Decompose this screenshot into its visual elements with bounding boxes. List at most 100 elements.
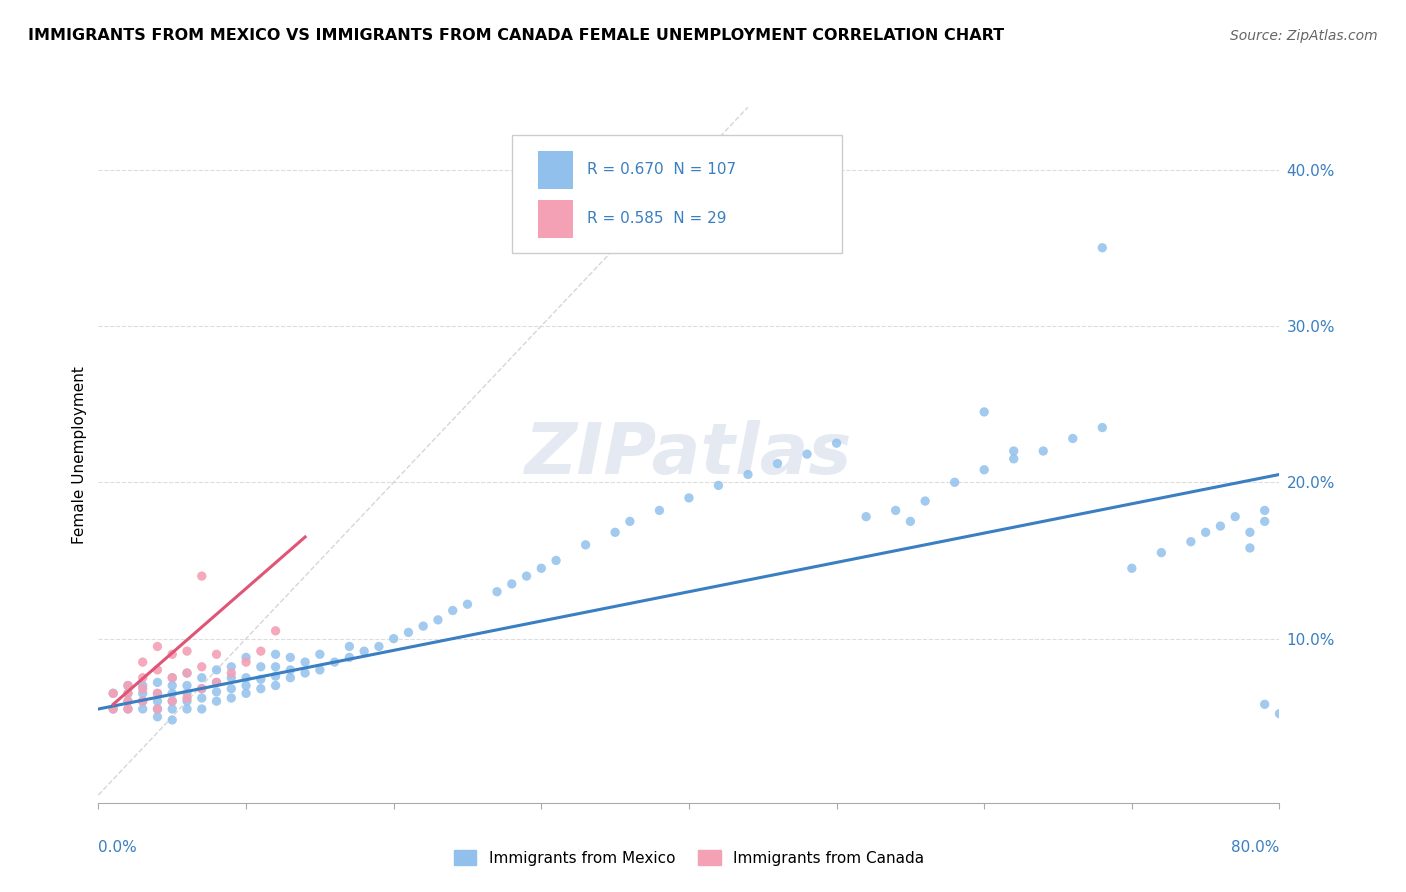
Point — [1254, 514, 1277, 528]
Point — [176, 702, 198, 716]
Point — [191, 702, 214, 716]
Point — [309, 647, 332, 661]
Text: 80.0%: 80.0% — [1232, 839, 1279, 855]
Point — [146, 663, 169, 677]
FancyBboxPatch shape — [512, 135, 842, 253]
Point — [146, 686, 169, 700]
Point — [1091, 420, 1114, 434]
Point — [280, 650, 302, 665]
Point — [132, 694, 155, 708]
Point — [221, 681, 243, 696]
Point — [162, 713, 183, 727]
Point — [1268, 706, 1291, 721]
Point — [162, 686, 183, 700]
Point — [264, 669, 287, 683]
Point — [309, 663, 332, 677]
Point — [427, 613, 450, 627]
Point — [973, 405, 995, 419]
Point — [176, 691, 198, 706]
Point — [250, 644, 273, 658]
Point — [546, 553, 568, 567]
Point — [1239, 525, 1261, 540]
Point — [162, 679, 183, 693]
Point — [294, 666, 316, 681]
Point — [1002, 451, 1025, 466]
Point — [205, 663, 228, 677]
Point — [280, 663, 302, 677]
Point — [264, 660, 287, 674]
Point — [221, 691, 243, 706]
Point — [176, 694, 198, 708]
Point — [1254, 503, 1277, 517]
Point — [914, 494, 936, 508]
Text: 0.0%: 0.0% — [98, 839, 138, 855]
Point — [176, 644, 198, 658]
Point — [353, 644, 375, 658]
Point — [162, 647, 183, 661]
Point — [1121, 561, 1143, 575]
Point — [117, 679, 139, 693]
Point — [117, 686, 139, 700]
Point — [176, 686, 198, 700]
Point — [162, 671, 183, 685]
Point — [368, 640, 391, 654]
Point — [766, 457, 789, 471]
Point — [176, 666, 198, 681]
Text: R = 0.585  N = 29: R = 0.585 N = 29 — [588, 211, 727, 227]
Point — [132, 694, 155, 708]
Point — [191, 660, 214, 674]
Point — [884, 503, 907, 517]
Point — [191, 569, 214, 583]
Point — [250, 681, 273, 696]
Point — [103, 702, 125, 716]
Text: R = 0.670  N = 107: R = 0.670 N = 107 — [588, 162, 737, 178]
Point — [132, 655, 155, 669]
Point — [146, 702, 169, 716]
Point — [146, 640, 169, 654]
Point — [132, 702, 155, 716]
Point — [457, 597, 479, 611]
Point — [900, 514, 922, 528]
Point — [264, 679, 287, 693]
Point — [339, 640, 361, 654]
Text: Source: ZipAtlas.com: Source: ZipAtlas.com — [1230, 29, 1378, 43]
Point — [117, 694, 139, 708]
Point — [501, 577, 523, 591]
Point — [132, 686, 155, 700]
Point — [1091, 241, 1114, 255]
Point — [162, 694, 183, 708]
Point — [707, 478, 730, 492]
Point — [264, 624, 287, 638]
Point — [323, 655, 346, 669]
Point — [1062, 432, 1084, 446]
Point — [486, 584, 509, 599]
Point — [162, 694, 183, 708]
Point — [382, 632, 405, 646]
Point — [205, 675, 228, 690]
Point — [132, 679, 155, 693]
Point — [146, 675, 169, 690]
Text: IMMIGRANTS FROM MEXICO VS IMMIGRANTS FROM CANADA FEMALE UNEMPLOYMENT CORRELATION: IMMIGRANTS FROM MEXICO VS IMMIGRANTS FRO… — [28, 29, 1004, 43]
Point — [1254, 698, 1277, 712]
Point — [132, 681, 155, 696]
Point — [1209, 519, 1232, 533]
Point — [191, 681, 214, 696]
FancyBboxPatch shape — [537, 200, 574, 238]
Point — [1225, 509, 1247, 524]
Point — [855, 509, 877, 524]
Point — [205, 647, 228, 661]
Point — [146, 710, 169, 724]
Point — [678, 491, 700, 505]
Point — [117, 694, 139, 708]
Point — [441, 603, 464, 617]
Point — [191, 681, 214, 696]
Point — [146, 694, 169, 708]
Point — [412, 619, 434, 633]
Point — [117, 679, 139, 693]
Point — [264, 647, 287, 661]
Point — [1032, 444, 1054, 458]
Point — [825, 436, 848, 450]
Point — [146, 686, 169, 700]
Point — [117, 702, 139, 716]
Point — [1150, 546, 1173, 560]
